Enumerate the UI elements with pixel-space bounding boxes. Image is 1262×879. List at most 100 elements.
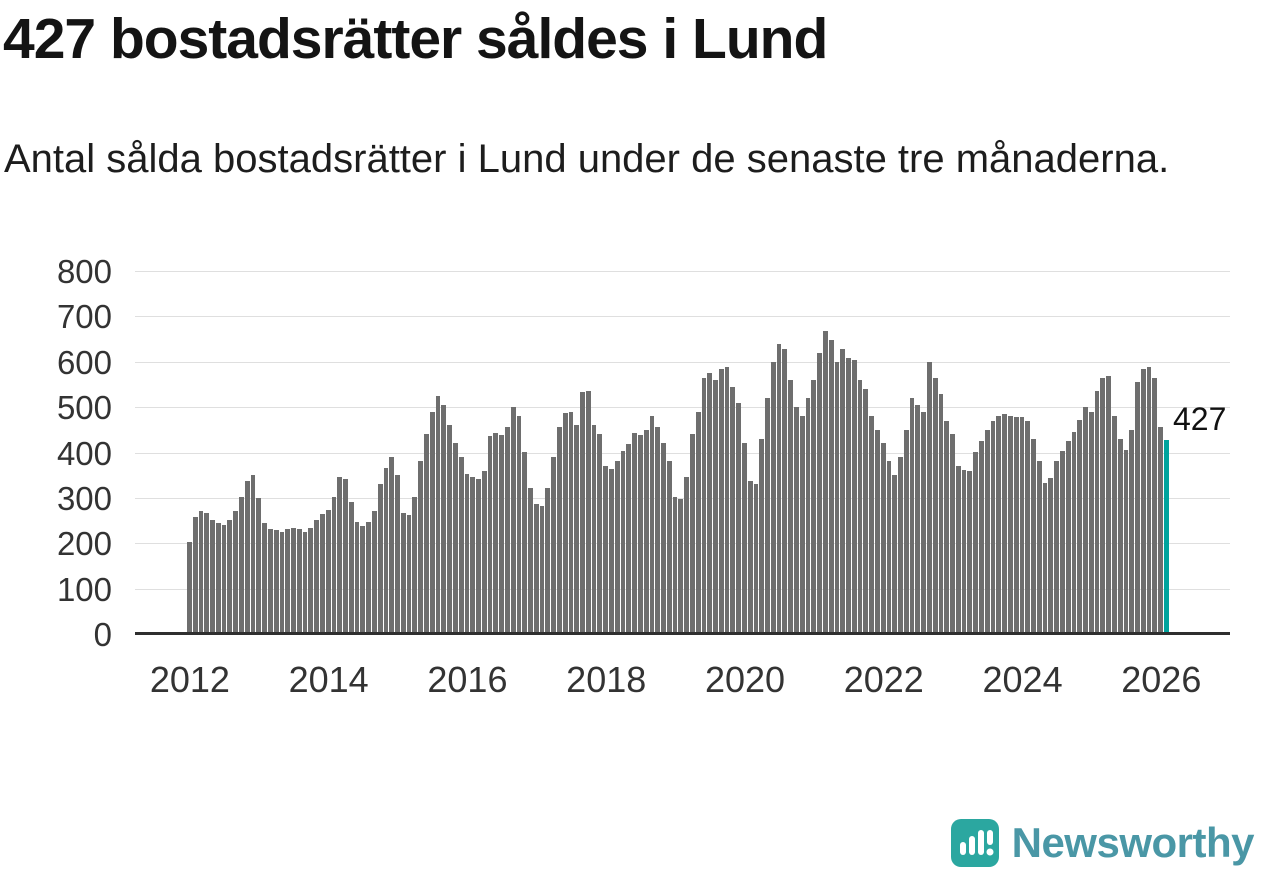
bar <box>915 404 921 632</box>
bar <box>302 532 308 632</box>
bar <box>204 512 210 632</box>
gridline <box>135 271 1230 272</box>
bar <box>1065 440 1071 632</box>
bar <box>990 420 996 632</box>
bar <box>828 339 834 632</box>
chart-subtitle: Antal sålda bostadsrätter i Lund under d… <box>4 137 1170 181</box>
bar <box>1100 377 1106 632</box>
y-tick-label: 400 <box>56 434 112 472</box>
bar <box>291 527 296 632</box>
bar <box>637 434 643 632</box>
bar <box>366 521 371 632</box>
bar <box>927 362 932 632</box>
bar <box>666 461 672 632</box>
bar <box>643 430 649 632</box>
bar <box>984 429 990 632</box>
bar <box>788 380 794 632</box>
bar <box>614 461 620 632</box>
bar <box>325 509 331 632</box>
bar <box>770 362 776 632</box>
bar <box>441 404 447 632</box>
bar <box>880 443 886 632</box>
bar <box>701 377 707 632</box>
bar <box>1077 419 1083 632</box>
bar <box>1140 368 1146 632</box>
bar <box>406 515 412 632</box>
bar <box>817 353 822 632</box>
bar <box>256 497 262 632</box>
y-tick-label: 100 <box>56 570 112 608</box>
x-tick-label: 2012 <box>149 659 230 700</box>
bar <box>1106 375 1111 632</box>
bar <box>296 529 302 632</box>
bar <box>308 527 314 632</box>
bar <box>903 429 909 632</box>
x-tick-label: 2018 <box>566 659 647 700</box>
bar <box>221 524 227 632</box>
bar <box>1117 438 1123 632</box>
bar <box>1088 411 1094 632</box>
bar <box>285 529 291 632</box>
x-tick-label: 2024 <box>982 659 1063 700</box>
bar <box>395 474 400 632</box>
x-tick-label: 2022 <box>843 659 924 700</box>
bar <box>1129 429 1135 632</box>
bar <box>1158 427 1164 632</box>
bar <box>869 416 874 632</box>
x-tick-label: 2020 <box>704 659 786 700</box>
bar <box>955 465 961 632</box>
bar <box>348 501 354 632</box>
bar <box>1123 449 1129 632</box>
bar <box>684 476 689 632</box>
bar <box>522 452 528 632</box>
bar <box>794 407 799 632</box>
bar <box>874 429 880 632</box>
bar <box>250 474 256 632</box>
bar <box>539 506 545 632</box>
bar <box>892 474 898 632</box>
bar <box>996 416 1002 632</box>
bar <box>632 433 637 632</box>
bar <box>886 461 892 632</box>
bar <box>742 443 747 632</box>
bar <box>909 398 915 632</box>
bar <box>210 519 215 632</box>
bar <box>551 456 556 632</box>
bar <box>262 523 267 632</box>
bar <box>840 349 846 632</box>
x-tick-label: 2026 <box>1121 659 1202 700</box>
gridline <box>135 407 1230 409</box>
bar <box>215 523 221 632</box>
bar <box>528 488 533 632</box>
bar <box>1048 478 1054 632</box>
bar <box>279 532 285 632</box>
bar <box>979 440 984 632</box>
bar <box>314 520 319 632</box>
bar <box>198 510 204 632</box>
y-tick-label: 800 <box>56 253 112 290</box>
bar <box>1135 382 1140 632</box>
bar <box>811 380 817 632</box>
bar <box>967 470 973 632</box>
bar <box>1031 438 1036 632</box>
y-tick-label: 300 <box>56 479 112 517</box>
bar <box>730 386 736 632</box>
bar <box>822 330 828 632</box>
bar-latest <box>1164 439 1169 632</box>
bar <box>938 393 944 632</box>
bar <box>747 481 753 632</box>
bar <box>950 434 955 632</box>
bar <box>192 517 198 632</box>
bar <box>372 510 377 632</box>
bar <box>557 427 562 632</box>
x-tick-label: 2014 <box>288 659 369 700</box>
bar <box>533 503 539 632</box>
bar <box>1112 416 1117 632</box>
bar <box>585 391 591 632</box>
bar <box>944 420 950 632</box>
y-tick-label: 0 <box>93 616 112 653</box>
bar <box>227 520 233 632</box>
bar <box>1025 421 1031 632</box>
bar <box>713 380 718 632</box>
